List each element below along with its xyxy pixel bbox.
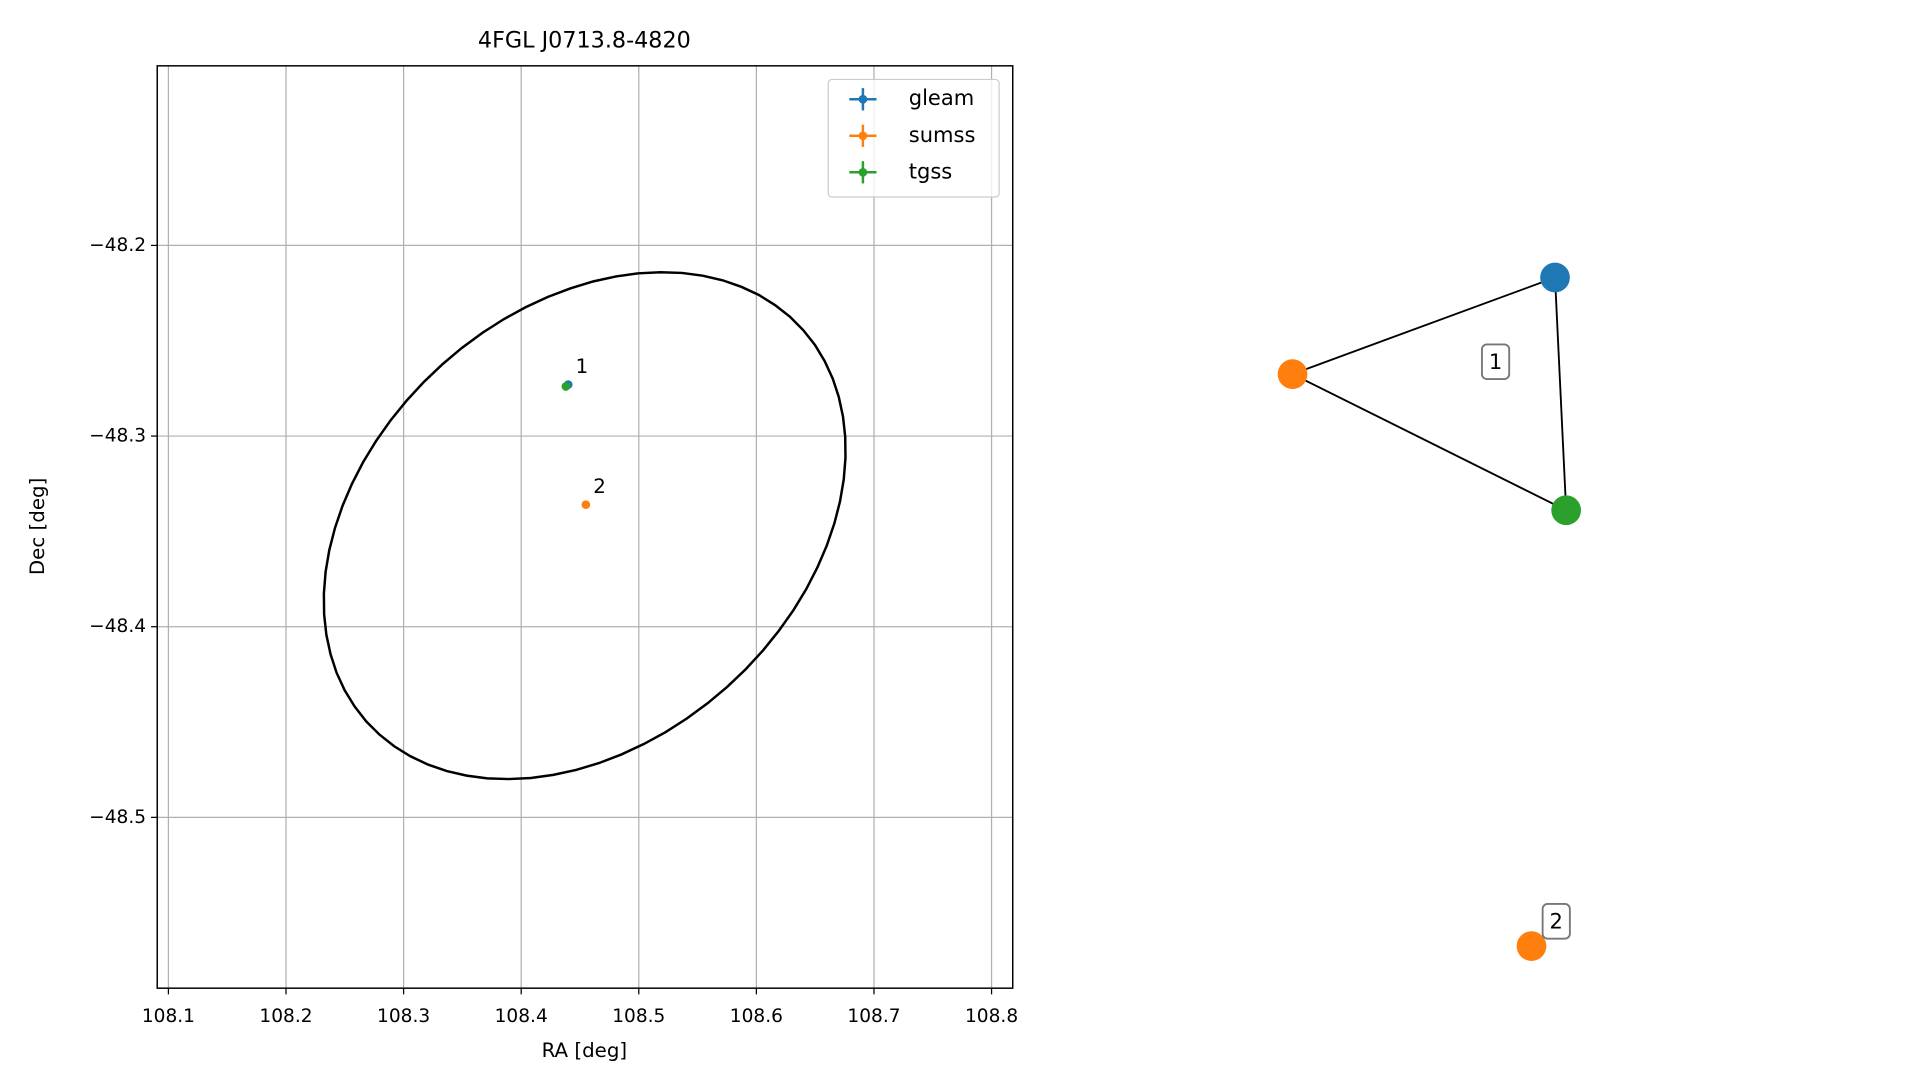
node xyxy=(1540,262,1570,293)
annotation: 2 xyxy=(593,475,606,498)
x-tick-label: 108.5 xyxy=(612,1006,665,1027)
legend-marker xyxy=(858,131,868,141)
legend-label: gleam xyxy=(909,85,975,110)
edge xyxy=(1292,276,1556,375)
y-tick-label: −48.2 xyxy=(89,235,146,256)
group-label: 1 xyxy=(1489,349,1502,374)
edge xyxy=(1292,373,1567,512)
plot-frame xyxy=(156,65,1014,989)
node xyxy=(1516,931,1547,961)
x-tick-label: 108.7 xyxy=(847,1006,900,1027)
x-tick-label: 108.2 xyxy=(259,1006,312,1027)
chart-title: 4FGL J0713.8-4820 xyxy=(478,28,691,54)
node xyxy=(1277,359,1308,389)
x-tick-label: 108.8 xyxy=(965,1006,1018,1027)
node xyxy=(1551,495,1582,526)
x-axis-label: RA [deg] xyxy=(542,1039,628,1062)
x-tick-label: 108.1 xyxy=(142,1006,195,1027)
x-tick-label: 108.4 xyxy=(495,1006,548,1027)
y-axis-label: Dec [deg] xyxy=(26,478,49,575)
y-tick-label: −48.5 xyxy=(89,807,146,828)
point xyxy=(581,500,591,510)
edge xyxy=(1554,277,1568,511)
legend-box xyxy=(827,78,1000,198)
x-tick-label: 108.3 xyxy=(377,1006,430,1027)
label-box xyxy=(1481,343,1511,380)
point xyxy=(561,382,571,391)
legend-label: tgss xyxy=(909,158,953,183)
legend-label: sumss xyxy=(909,122,976,147)
annotation: 1 xyxy=(576,355,589,378)
x-tick-label: 108.6 xyxy=(730,1006,783,1027)
y-tick-label: −48.3 xyxy=(89,426,146,447)
error-ellipse xyxy=(322,270,847,781)
legend-marker xyxy=(858,94,868,104)
group-label: 2 xyxy=(1550,909,1563,934)
label-box xyxy=(1541,903,1571,940)
y-tick-label: −48.4 xyxy=(89,616,146,637)
legend-marker xyxy=(858,167,868,177)
